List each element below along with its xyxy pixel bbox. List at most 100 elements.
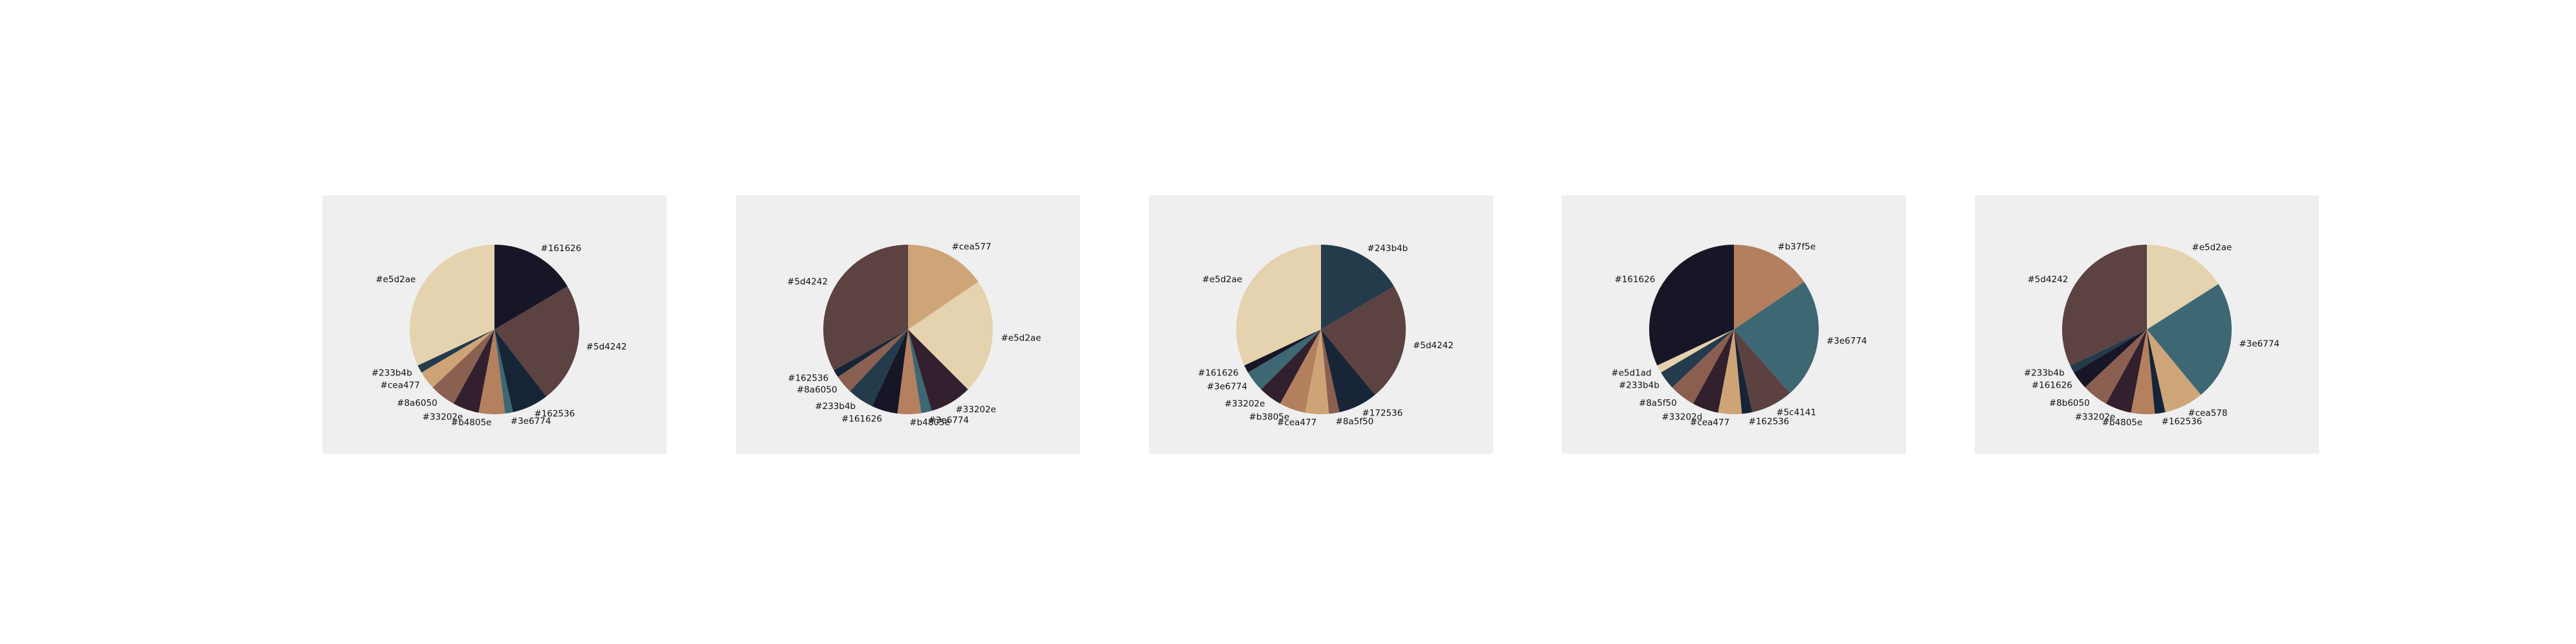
slice-label: #162536 bbox=[2162, 416, 2203, 427]
pie-slice bbox=[417, 329, 494, 373]
slice-label: #161626 bbox=[1198, 368, 1239, 378]
slice-label: #cea578 bbox=[2188, 408, 2227, 418]
pie-slice bbox=[1734, 282, 1819, 394]
pie-slice bbox=[2131, 329, 2155, 415]
pie-slice bbox=[908, 282, 993, 390]
pie-slice bbox=[1661, 329, 1734, 388]
slice-label: #b4805e bbox=[2102, 417, 2143, 428]
slice-label: #e5d1ad bbox=[1611, 368, 1651, 378]
slice-label: #b37f5e bbox=[1777, 242, 1815, 252]
slice-label: #33202e bbox=[423, 412, 463, 423]
slice-label: #5d4242 bbox=[586, 342, 627, 352]
pie-slice bbox=[2147, 283, 2232, 395]
pie-slice bbox=[1321, 329, 1375, 412]
pie-slice bbox=[478, 329, 505, 415]
pie-slice bbox=[1734, 329, 1753, 414]
slice-label: #5d4242 bbox=[787, 277, 828, 287]
pie-chart-2: #5d4242 #162536 #8a6050 #233b4b #161626 #b480… bbox=[787, 242, 1041, 428]
pie-slice bbox=[872, 329, 908, 414]
slice-label: #33202d bbox=[1661, 412, 1702, 423]
slice-label: #3e6774 bbox=[2239, 339, 2280, 350]
pie-chart-3: #e5d2ae #161626 #3e6774 #33202e #b3805e#cea4… bbox=[1198, 243, 1454, 428]
slice-label: #243b4b bbox=[1367, 243, 1408, 254]
slice-label: #3e6774 bbox=[511, 416, 551, 427]
pie-slice bbox=[1321, 245, 1394, 329]
slice-label: #161626 bbox=[2032, 381, 2072, 391]
pie-slice bbox=[2105, 329, 2147, 413]
pie-slice bbox=[2074, 329, 2147, 388]
slice-label: #3e6774 bbox=[1207, 381, 1248, 392]
pie-chart-1: #e5d2ae #233b4b #cea477 #8a6050 #33202e#b480… bbox=[372, 243, 627, 428]
pie-slice bbox=[823, 245, 908, 371]
slice-label: #233b4b bbox=[815, 401, 856, 412]
pie-slice bbox=[494, 286, 579, 397]
slice-label: #233b4b bbox=[1619, 381, 1660, 391]
pie-slice bbox=[1236, 245, 1321, 366]
pie-slice bbox=[1718, 329, 1742, 415]
pie-slice bbox=[838, 329, 908, 392]
pie-slice bbox=[1672, 329, 1734, 404]
slice-label: #b3805e bbox=[1249, 412, 1290, 423]
pie-slice bbox=[1693, 329, 1734, 413]
pie-slice bbox=[1657, 329, 1734, 373]
pie-slice bbox=[410, 245, 494, 366]
slice-label: #161626 bbox=[841, 414, 882, 424]
slice-label: #e5d2ae bbox=[1001, 333, 1041, 344]
pie-slice bbox=[453, 329, 494, 413]
pie-slice bbox=[908, 245, 979, 329]
pie-slice bbox=[432, 329, 494, 404]
slice-label: #cea577 bbox=[951, 242, 991, 252]
pie-slice bbox=[494, 329, 547, 412]
slice-label: #8b6050 bbox=[2049, 398, 2090, 408]
pie-chart-4: #161626 #e5d1ad #233b4b #8a5f50 #33202d#cea4… bbox=[1611, 242, 1867, 428]
pie-slice bbox=[850, 329, 908, 406]
slice-label: #233b4b bbox=[2024, 368, 2065, 378]
slice-label: #8a5f50 bbox=[1336, 416, 1374, 427]
pie-slice bbox=[2070, 329, 2147, 373]
pie-slice bbox=[1321, 286, 1406, 395]
pie-slice bbox=[2147, 329, 2166, 414]
pie-chart-panel-3: #e5d2ae #161626 #3e6774 #33202e #b3805e #cea4… bbox=[1149, 195, 1493, 454]
slice-label: #e5d2ae bbox=[1202, 274, 1242, 285]
pie-chart-5: #5d4242 #233b4b #161626 #8b6050 #33202e#b480… bbox=[2024, 243, 2280, 428]
slice-label: #cea477 bbox=[1690, 417, 1729, 428]
slice-label: #162536 bbox=[788, 373, 828, 383]
slice-label: #3e6774 bbox=[928, 416, 969, 426]
slice-label: #162536 bbox=[534, 408, 575, 419]
slice-label: #b4805e bbox=[451, 417, 492, 428]
pie-slice bbox=[494, 329, 513, 414]
pie-slice bbox=[1321, 329, 1340, 414]
pie-slice bbox=[2062, 245, 2147, 366]
slice-label: #8a5f50 bbox=[1639, 398, 1677, 408]
slice-label: #33202e bbox=[2075, 412, 2116, 423]
pie-slice bbox=[1649, 245, 1734, 366]
pie-chart-panel-1: #e5d2ae #233b4b #cea477 #8a6050 #33202e #b480… bbox=[322, 195, 667, 454]
pie-slice bbox=[1280, 329, 1321, 413]
slice-label: #33202e bbox=[955, 405, 996, 415]
pie-slice bbox=[421, 329, 494, 388]
pie-chart-panel-2: #5d4242 #162536 #8a6050 #233b4b #161626 #b480… bbox=[736, 195, 1080, 454]
slice-label: #172536 bbox=[1362, 408, 1403, 418]
slice-label: #161626 bbox=[1614, 274, 1655, 285]
pie-slice bbox=[2147, 245, 2219, 329]
pie-slice bbox=[1244, 329, 1321, 373]
pie-slice bbox=[908, 329, 932, 414]
slice-label: #5d4242 bbox=[1413, 340, 1454, 351]
slice-label: #161626 bbox=[540, 243, 581, 254]
slice-label: #5d4242 bbox=[2028, 274, 2069, 285]
slice-label: #8a6050 bbox=[397, 398, 438, 408]
pie-slice bbox=[908, 329, 968, 411]
pie-chart-panel-5: #5d4242 #233b4b #161626 #8b6050 #33202e #b480… bbox=[1975, 195, 2319, 454]
pie-slice bbox=[494, 245, 568, 329]
slice-label: #cea477 bbox=[1277, 417, 1316, 428]
pie-slice bbox=[2085, 329, 2147, 404]
pie-slice bbox=[1734, 329, 1790, 412]
slice-label: #162536 bbox=[1749, 416, 1790, 427]
slice-label: #cea477 bbox=[381, 381, 420, 391]
slice-label: #3e6774 bbox=[1827, 336, 1867, 346]
pie-slice bbox=[1248, 329, 1321, 390]
pie-slice bbox=[1734, 245, 1804, 329]
pie-slice bbox=[2147, 329, 2201, 412]
pie-slice bbox=[897, 329, 922, 415]
slice-label: #8a6050 bbox=[797, 385, 838, 395]
